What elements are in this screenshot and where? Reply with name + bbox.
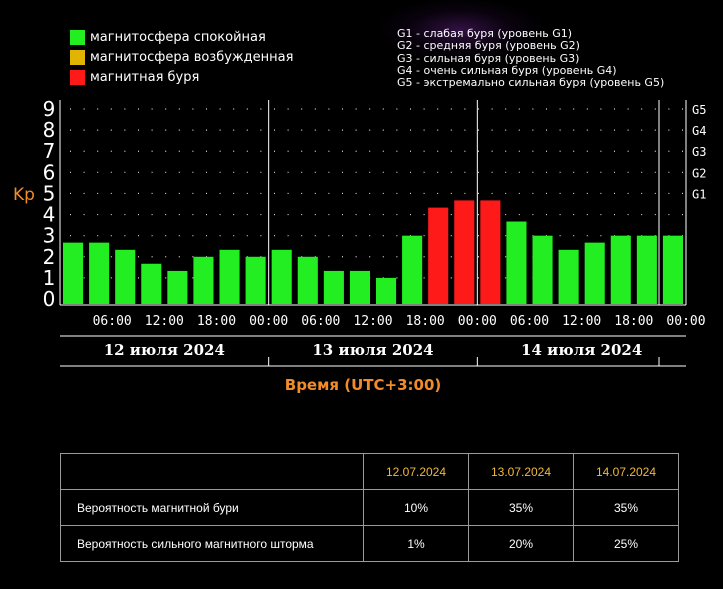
y-tick-label: 7 (43, 139, 56, 163)
y-tick-label: 5 (43, 181, 56, 205)
kp-bar (89, 242, 110, 304)
x-axis-label: Время (UTC+3:00) (285, 376, 441, 394)
y-axis-label: Kp (13, 185, 35, 205)
legend-swatch-quiet (70, 29, 85, 45)
table-corner-cell (60, 453, 364, 490)
kp-bar (636, 235, 657, 304)
day-label: 13 июля 2024 (312, 341, 433, 359)
legend-item-storm: магнитная буря (70, 67, 293, 87)
kp-bar (610, 235, 631, 304)
table-cell: 1% (363, 525, 469, 562)
y-tick-label: 1 (43, 266, 56, 290)
g-level-tick-label: G5 (692, 103, 706, 117)
day-label: 14 июля 2024 (521, 341, 642, 359)
table-row-label: Вероятность магнитной бури (60, 489, 364, 526)
table-header-row: 12.07.2024 13.07.2024 14.07.2024 (60, 453, 679, 490)
y-tick-label: 3 (43, 224, 56, 248)
kp-bar (141, 263, 162, 304)
kp-bar (349, 270, 370, 304)
table-date-2: 13.07.2024 (468, 453, 574, 490)
time-tick-label: 00:00 (666, 314, 705, 329)
y-tick-label: 8 (43, 118, 56, 142)
g-level-tick-label: G1 (692, 187, 706, 201)
storm-level-g5: G5 - экстремально сильная буря (уровень … (397, 76, 665, 90)
kp-bar (376, 277, 397, 304)
kp-bar (402, 235, 423, 304)
kp-bar (480, 200, 501, 304)
table-cell: 35% (468, 489, 574, 526)
kp-bar (167, 270, 188, 304)
kp-bar (584, 242, 605, 304)
legend-item-quiet: магнитосфера спокойная (70, 27, 293, 47)
kp-bar (193, 256, 214, 304)
table-date-1: 12.07.2024 (363, 453, 469, 490)
table-cell: 35% (573, 489, 679, 526)
kp-bar (245, 256, 266, 304)
time-tick-label: 06:00 (510, 314, 549, 329)
kp-bar (428, 207, 449, 304)
table-row-label: Вероятность сильного магнитного шторма (60, 525, 364, 562)
g-level-tick-label: G2 (692, 166, 706, 180)
y-tick-label: 6 (43, 160, 56, 184)
time-tick-label: 06:00 (301, 314, 340, 329)
time-tick-label: 00:00 (249, 314, 288, 329)
legend-label-excited: магнитосфера возбужденная (90, 49, 294, 65)
kp-bar (297, 256, 318, 304)
kp-bar (532, 235, 553, 304)
table-cell: 20% (468, 525, 574, 562)
background-glow (380, 0, 540, 60)
kp-bar (115, 249, 136, 304)
kp-bar (662, 235, 683, 304)
time-tick-label: 18:00 (406, 314, 445, 329)
y-tick-label: 2 (43, 245, 56, 269)
storm-level-g3: G3 - сильная буря (уровень G3) (397, 51, 580, 65)
legend-swatch-excited (70, 49, 85, 65)
storm-level-g1: G1 - слабая буря (уровень G1) (397, 27, 573, 40)
y-tick-label: 0 (43, 287, 56, 311)
kp-bar (271, 249, 292, 304)
legend-item-excited: магнитосфера возбужденная (70, 47, 293, 67)
time-tick-label: 00:00 (458, 314, 497, 329)
storm-level-legend: G1 - слабая буря (уровень G1) G2 - средн… (397, 27, 665, 90)
kp-bar (63, 242, 84, 304)
g-level-tick-label: G3 (692, 145, 706, 159)
table-cell: 10% (363, 489, 469, 526)
kp-legend: магнитосфера спокойная магнитосфера возб… (70, 27, 293, 87)
table-row: Вероятность сильного магнитного шторма 1… (60, 525, 679, 562)
legend-swatch-storm (70, 69, 85, 85)
time-tick-label: 12:00 (562, 314, 601, 329)
y-tick-label: 4 (43, 203, 56, 227)
kp-bar (558, 249, 579, 304)
table-date-3: 14.07.2024 (573, 453, 679, 490)
storm-level-g4: G4 - очень сильная буря (уровень G4) (397, 63, 617, 77)
storm-probability-table: 12.07.2024 13.07.2024 14.07.2024 Вероятн… (60, 453, 679, 562)
legend-label-storm: магнитная буря (90, 69, 200, 85)
kp-bar (454, 200, 475, 304)
table-cell: 25% (573, 525, 679, 562)
time-tick-label: 18:00 (614, 314, 653, 329)
y-tick-label: 9 (43, 97, 56, 121)
day-label: 12 июля 2024 (104, 341, 225, 359)
kp-bar (219, 249, 240, 304)
time-tick-label: 12:00 (145, 314, 184, 329)
time-tick-label: 18:00 (197, 314, 236, 329)
legend-label-quiet: магнитосфера спокойная (90, 29, 266, 45)
storm-level-g2: G2 - средняя буря (уровень G2) (397, 39, 580, 53)
table-row: Вероятность магнитной бури 10% 35% 35% (60, 489, 679, 526)
kp-bar (506, 221, 527, 304)
kp-bar (323, 270, 344, 304)
g-level-tick-label: G4 (692, 124, 706, 138)
time-tick-label: 12:00 (353, 314, 392, 329)
time-tick-label: 06:00 (93, 314, 132, 329)
